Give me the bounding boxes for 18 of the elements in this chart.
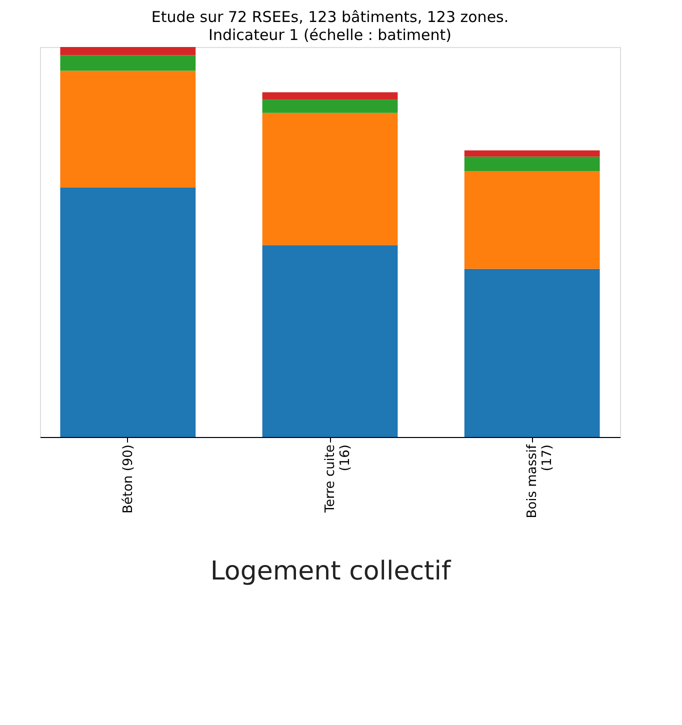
bar [464, 156, 600, 172]
chart-title: Etude sur 72 RSEEs, 123 bâtiments, 123 zones. [151, 8, 509, 26]
bar [262, 245, 398, 437]
bar [262, 112, 398, 246]
bar [262, 100, 398, 113]
bar [60, 55, 196, 71]
bar [60, 47, 196, 56]
x-tick-label: Terre cuite (16) [323, 444, 353, 514]
x-tick-label: Bois massif (17) [525, 444, 556, 518]
x-tick-label: Béton (90) [120, 444, 136, 514]
bar [60, 70, 196, 188]
x-axis-title: Logement collectif [210, 556, 452, 586]
bar [262, 92, 398, 100]
bar [464, 268, 600, 437]
bar [60, 187, 196, 437]
bar [464, 171, 600, 269]
bar [464, 150, 600, 157]
chart-subtitle: Indicateur 1 (échelle : batiment) [208, 26, 452, 44]
